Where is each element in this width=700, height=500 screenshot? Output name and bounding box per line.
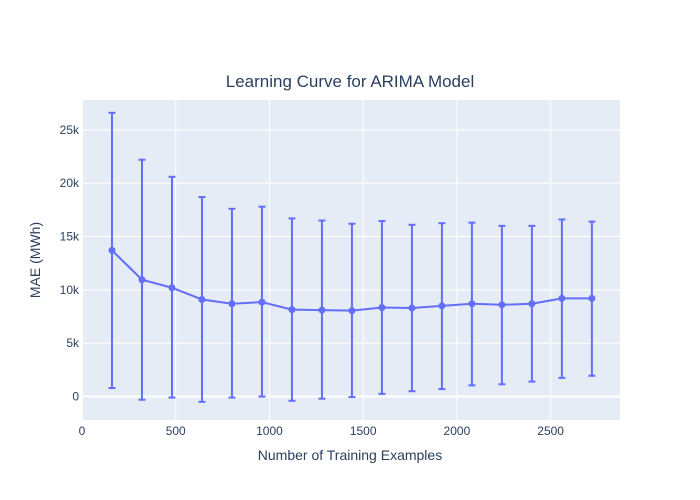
- data-point: [468, 300, 476, 308]
- data-point: [348, 307, 356, 315]
- x-axis-ticks: 0 500 1000 1500 2000 2500: [79, 424, 565, 438]
- data-point: [588, 294, 596, 302]
- y-tick-label: 25k: [60, 123, 80, 137]
- data-point: [378, 303, 386, 311]
- data-points: [108, 246, 596, 315]
- x-axis-title: Number of Training Examples: [258, 447, 442, 463]
- y-tick-label: 20k: [60, 176, 80, 190]
- data-point: [408, 304, 416, 312]
- data-point: [228, 300, 236, 308]
- data-point: [498, 301, 506, 309]
- x-tick-label: 500: [166, 424, 186, 438]
- data-point: [288, 306, 296, 314]
- x-tick-label: 0: [79, 424, 86, 438]
- data-point: [318, 306, 326, 314]
- data-point: [258, 298, 266, 306]
- data-point: [168, 284, 176, 292]
- data-point: [108, 246, 116, 254]
- data-point: [198, 295, 206, 303]
- y-axis-ticks: 0 5k 10k 15k 20k 25k: [60, 123, 80, 404]
- y-tick-label: 15k: [60, 230, 80, 244]
- x-tick-label: 2000: [444, 424, 471, 438]
- x-tick-label: 2500: [537, 424, 564, 438]
- y-tick-label: 0: [72, 390, 79, 404]
- y-axis-title: MAE (MWh): [27, 222, 43, 298]
- x-tick-label: 1500: [350, 424, 377, 438]
- data-point: [558, 294, 566, 302]
- x-tick-label: 1000: [256, 424, 283, 438]
- data-point: [138, 276, 146, 284]
- y-tick-label: 5k: [66, 336, 80, 350]
- chart-title: Learning Curve for ARIMA Model: [226, 72, 475, 91]
- data-point: [528, 300, 536, 308]
- y-tick-label: 10k: [60, 283, 80, 297]
- data-point: [438, 302, 446, 310]
